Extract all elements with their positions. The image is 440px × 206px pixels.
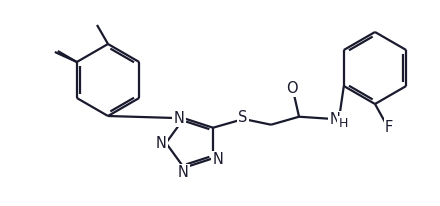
Text: H: H [338,117,348,130]
Text: N: N [156,137,166,151]
Text: F: F [385,119,393,135]
Text: N: N [330,112,341,127]
Text: N: N [213,152,224,167]
Text: N: N [173,111,184,126]
Text: O: O [286,81,298,96]
Text: S: S [238,110,248,125]
Text: N: N [177,165,188,180]
